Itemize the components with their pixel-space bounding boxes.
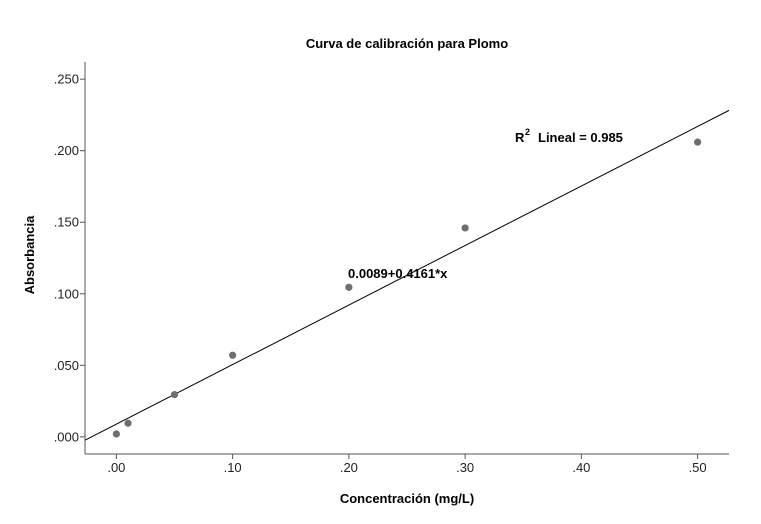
data-point — [694, 138, 702, 146]
y-tick-label: .000 — [54, 429, 79, 444]
plot-frame — [84, 62, 729, 455]
x-tick-label: .30 — [456, 460, 474, 475]
data-point — [345, 283, 353, 291]
chart-title: Curva de calibración para Plomo — [306, 36, 508, 51]
x-ticks: .00 .10 .20 .30 .40 .50 — [107, 454, 707, 475]
data-point — [124, 419, 132, 427]
r-squared-text: Lineal = 0.985 — [538, 130, 623, 145]
y-tick-label: .050 — [54, 358, 79, 373]
fit-equation-label: 0.0089+0.4161*x — [348, 266, 448, 281]
y-tick-label: .150 — [54, 215, 79, 230]
y-tick-label: .100 — [54, 286, 79, 301]
data-points — [112, 138, 702, 438]
data-point — [170, 391, 179, 399]
y-axis-label: Absorbancia — [22, 215, 37, 295]
x-axis-label: Concentración (mg/L) — [340, 491, 474, 506]
data-point — [461, 224, 469, 232]
x-tick-label: .10 — [224, 460, 242, 475]
y-tick-label: .250 — [54, 72, 79, 87]
r-squared-label: R 2 Lineal = 0.985 — [515, 127, 623, 145]
fit-line — [84, 109, 730, 441]
y-tick-label: .200 — [54, 143, 79, 158]
x-tick-label: .20 — [340, 460, 358, 475]
data-point — [112, 430, 120, 438]
x-tick-label: .50 — [689, 460, 707, 475]
y-ticks: .000 .050 .100 .150 .200 .250 — [54, 72, 85, 444]
x-tick-label: .40 — [572, 460, 590, 475]
r-squared-superscript: 2 — [525, 127, 530, 137]
r-squared-prefix: R — [515, 130, 525, 145]
x-tick-label: .00 — [107, 460, 125, 475]
data-point — [229, 351, 237, 359]
